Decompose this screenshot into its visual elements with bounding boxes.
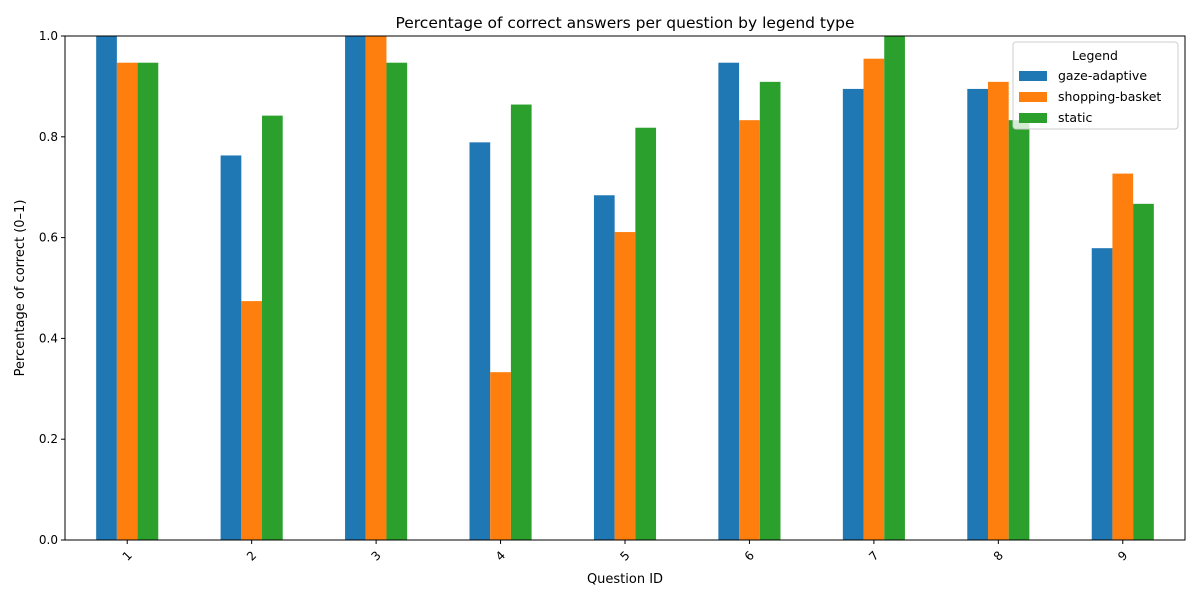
x-tick-label: 5: [617, 548, 632, 563]
bar-shopping-basket-q3: [365, 36, 387, 540]
x-axis-title: Question ID: [587, 572, 663, 587]
legend-label-gaze-adaptive: gaze-adaptive: [1058, 68, 1147, 83]
bar-static-q9: [1133, 203, 1154, 540]
bars-group: [96, 36, 1154, 541]
bar-shopping-basket-q6: [739, 120, 760, 540]
bar-shopping-basket-q1: [116, 62, 138, 540]
y-tick-label: 0.6: [39, 231, 58, 245]
legend-items: gaze-adaptive shopping-basket static: [1019, 68, 1161, 125]
bar-shopping-basket-q8: [987, 81, 1009, 540]
bar-static-q4: [510, 104, 532, 540]
bar-gaze-adaptive-q1: [96, 36, 117, 540]
bar-static-q5: [635, 127, 657, 540]
bar-static-q8: [1008, 120, 1030, 540]
x-tick-label: 8: [991, 548, 1006, 563]
y-tick-label: 0.0: [39, 533, 58, 547]
y-tick-label: 0.8: [39, 130, 58, 144]
bar-gaze-adaptive-q4: [469, 142, 491, 540]
bar-static-q7: [884, 36, 905, 540]
plot-frame: [64, 35, 1186, 541]
bar-gaze-adaptive-q3: [345, 36, 366, 540]
bar-shopping-basket-q7: [863, 58, 885, 541]
bar-shopping-basket-q5: [614, 232, 636, 540]
y-axis-title: Percentage of correct (0–1): [13, 200, 28, 377]
bar-static-q6: [759, 81, 781, 540]
x-tick-label: 3: [368, 548, 383, 563]
legend: Legend gaze-adaptive shopping-basket stati…: [1012, 41, 1179, 130]
y-axis: 0.0 0.2 0.4 0.6 0.8 1.0: [39, 29, 65, 547]
legend-label-static: static: [1058, 110, 1092, 125]
bar-gaze-adaptive-q7: [842, 88, 864, 541]
bar-static-q1: [137, 62, 159, 540]
bar-gaze-adaptive-q8: [967, 88, 988, 541]
x-axis: 1 2 3 4 5 6 7 8 9: [120, 540, 1130, 564]
bar-static-q3: [386, 62, 408, 540]
bar-gaze-adaptive-q2: [220, 155, 242, 540]
bar-shopping-basket-q2: [241, 301, 263, 540]
x-tick-label: 1: [120, 548, 135, 563]
x-tick-label: 9: [1115, 548, 1130, 563]
legend-title: Legend: [1072, 48, 1118, 63]
bar-shopping-basket-q4: [490, 372, 511, 540]
legend-label-shopping-basket: shopping-basket: [1058, 89, 1161, 104]
legend-swatch-gaze-adaptive: [1019, 71, 1047, 81]
bar-gaze-adaptive-q5: [593, 195, 615, 541]
bar-static-q2: [262, 115, 283, 540]
legend-swatch-shopping-basket: [1019, 92, 1047, 102]
legend-swatch-static: [1019, 113, 1047, 123]
x-tick-label: 2: [244, 548, 259, 563]
x-tick-label: 4: [493, 548, 508, 563]
x-tick-label: 7: [866, 548, 881, 563]
x-tick-label: 6: [742, 548, 757, 563]
y-tick-label: 1.0: [39, 29, 58, 43]
y-tick-label: 0.4: [39, 331, 58, 345]
chart-title: Percentage of correct answers per questi…: [395, 14, 854, 32]
y-tick-label: 0.2: [39, 432, 58, 446]
bar-gaze-adaptive-q9: [1091, 248, 1113, 540]
legend-frame: [1012, 41, 1179, 130]
bar-gaze-adaptive-q6: [718, 62, 740, 540]
bar-shopping-basket-q9: [1112, 173, 1134, 541]
